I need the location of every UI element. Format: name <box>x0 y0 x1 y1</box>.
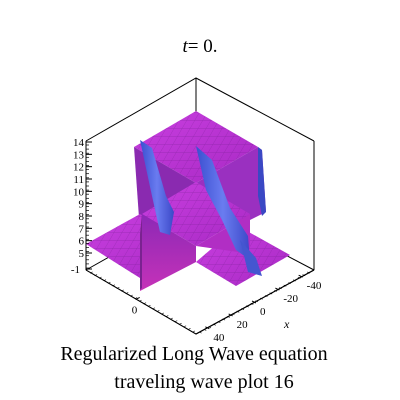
y-minor-tick <box>161 312 164 315</box>
x-tick-label: -20 <box>283 293 298 305</box>
y-minor-tick <box>143 302 147 305</box>
x-minor-tick <box>236 310 240 313</box>
caption-line-1: Regularized Long Wave equation <box>60 343 328 365</box>
y-minor-tick <box>187 328 191 330</box>
z-tick-label: 6 <box>79 236 85 248</box>
surface-slab <box>140 214 142 290</box>
y-minor-tick <box>165 315 169 318</box>
x-minor-tick <box>297 276 301 279</box>
z-tick-label: 13 <box>73 149 85 161</box>
x-tick-label: 0 <box>260 306 266 318</box>
x-minor-tick <box>208 326 212 329</box>
x-minor-tick <box>227 315 230 318</box>
x-minor-tick <box>288 282 292 284</box>
x-minor-tick <box>241 308 245 310</box>
y-minor-tick <box>103 279 107 282</box>
x-minor-tick <box>198 331 202 334</box>
wave-crest <box>140 140 266 276</box>
y-minor-tick <box>134 297 138 300</box>
x-minor-tick <box>278 287 282 290</box>
y-minor-tick <box>125 292 129 294</box>
y-minor-tick <box>89 271 93 274</box>
y-minor-tick <box>183 325 187 328</box>
y-minor-tick <box>121 289 124 292</box>
title-variable: t <box>183 36 189 57</box>
x-minor-tick <box>274 289 277 292</box>
x-minor-tick <box>203 328 207 331</box>
x-minor-tick <box>231 313 235 316</box>
x-minor-tick <box>283 284 287 287</box>
x-tick <box>251 300 257 304</box>
surface-wall-front-left <box>140 214 196 291</box>
y-tick <box>135 297 140 300</box>
x-minor-tick <box>255 300 259 303</box>
x-minor-tick <box>250 302 254 305</box>
y-minor-tick <box>112 284 116 287</box>
x-minor-tick <box>245 305 249 308</box>
x-tick-label: 40 <box>213 332 225 344</box>
x-axis-label: x <box>283 317 290 331</box>
y-minor-tick <box>147 304 151 307</box>
y-minor-tick <box>116 287 120 289</box>
x-tick-label: 20 <box>237 319 249 331</box>
surface <box>86 111 290 291</box>
z-tick-label: 8 <box>79 211 85 223</box>
x-axis: -40 -20 0 20 40 <box>198 271 322 344</box>
x-tick <box>275 287 280 291</box>
y-minor-tick <box>156 310 160 312</box>
y-minor-tick <box>138 299 142 302</box>
y-tick-label: 0 <box>132 304 138 316</box>
x-minor-tick <box>260 297 263 300</box>
caption-line-2: traveling wave plot 16 <box>114 371 294 393</box>
x-tick <box>298 274 303 278</box>
x-minor-tick <box>302 274 306 277</box>
y-minor-tick <box>94 274 98 277</box>
x-minor-tick <box>293 279 296 282</box>
y-minor-tick <box>130 294 133 297</box>
bounding-box-front <box>85 269 315 335</box>
x-minor-tick <box>307 271 310 274</box>
x-minor-tick <box>264 295 268 297</box>
x-tick-label: -40 <box>307 280 322 292</box>
x-minor-tick <box>222 318 226 321</box>
z-tick-label: -1 <box>71 264 80 276</box>
z-tick-label: 10 <box>73 186 85 198</box>
y-minor-tick <box>179 322 182 325</box>
z-tick-label: 7 <box>79 223 85 235</box>
y-minor-tick <box>98 276 102 279</box>
z-tick-label: 12 <box>73 162 84 174</box>
y-axis: 0 <box>89 271 196 333</box>
z-tick-label: 11 <box>73 174 84 186</box>
y-minor-tick <box>152 307 156 310</box>
title-value: = 0. <box>188 36 218 57</box>
x-minor-tick <box>269 292 273 295</box>
x-tick <box>228 313 233 317</box>
y-minor-tick <box>170 317 173 320</box>
z-tick-label: 9 <box>79 199 85 211</box>
z-tick-label: 5 <box>79 248 85 260</box>
x-minor-tick <box>213 323 216 326</box>
y-minor-tick <box>174 320 178 323</box>
y-minor-tick <box>192 330 196 333</box>
z-tick-label: 14 <box>73 137 85 149</box>
x-tick <box>205 326 210 330</box>
chart-title: t= 0. <box>183 36 218 57</box>
y-minor-tick <box>107 281 111 284</box>
x-minor-tick <box>217 321 221 323</box>
